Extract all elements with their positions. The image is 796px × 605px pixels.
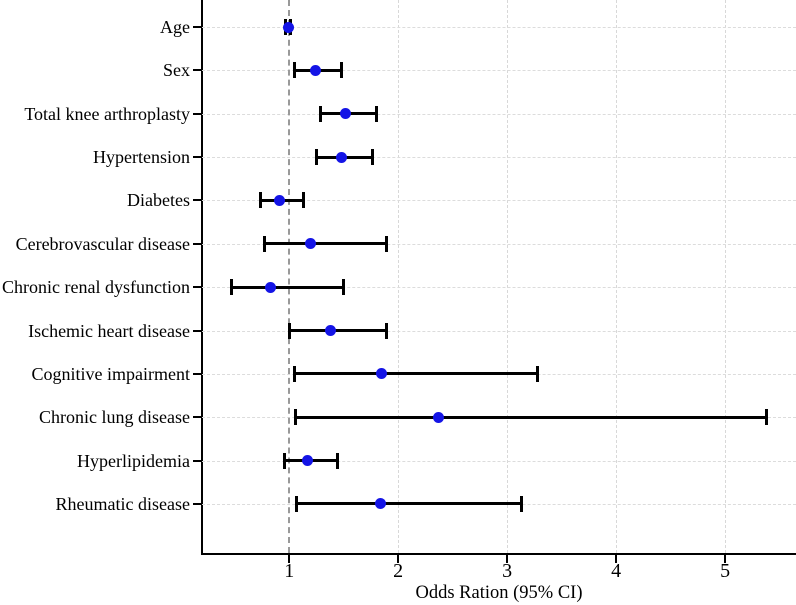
confidence-interval-line — [294, 372, 538, 376]
x-tick-label: 5 — [720, 560, 731, 582]
vertical-gridline — [616, 0, 618, 553]
y-tick-mark — [193, 199, 201, 202]
point-estimate-marker — [336, 151, 347, 163]
vertical-gridline — [507, 0, 509, 553]
confidence-interval-cap-low — [229, 279, 233, 296]
horizontal-gridline — [202, 287, 796, 289]
y-tick-mark — [193, 416, 201, 419]
horizontal-gridline — [202, 157, 796, 159]
point-estimate-marker — [273, 194, 285, 206]
confidence-interval-cap-low — [293, 365, 297, 382]
confidence-interval-cap-low — [259, 192, 263, 209]
point-estimate-marker — [265, 281, 277, 293]
x-tick-label: 4 — [611, 560, 622, 582]
confidence-interval-cap-low — [293, 62, 297, 79]
confidence-interval-line — [295, 415, 767, 419]
reference-line — [288, 0, 291, 553]
x-tick-label: 1 — [284, 560, 295, 582]
x-tick-mark — [724, 553, 727, 563]
confidence-interval-cap-high — [384, 322, 388, 339]
confidence-interval-cap-high — [301, 192, 305, 209]
category-label: Hyperlipidemia — [77, 450, 190, 471]
y-tick-mark — [193, 26, 201, 28]
category-label: Chronic renal dysfunction — [2, 277, 190, 298]
x-axis-line — [201, 553, 796, 555]
category-label: Chronic lung disease — [39, 407, 190, 428]
x-tick-label: 2 — [393, 560, 404, 582]
vertical-gridline — [398, 0, 400, 553]
horizontal-gridline — [202, 70, 796, 72]
confidence-interval-cap-high — [370, 149, 374, 166]
y-tick-mark — [193, 286, 201, 289]
x-axis-title: Odds Ration (95% CI) — [415, 583, 583, 603]
point-estimate-marker — [282, 21, 294, 33]
x-tick-mark — [506, 553, 509, 563]
confidence-interval-cap-high — [340, 62, 343, 79]
point-estimate-marker — [376, 368, 388, 380]
confidence-interval-cap-low — [314, 149, 318, 166]
y-tick-mark — [193, 156, 201, 159]
point-estimate-marker — [309, 64, 321, 76]
y-tick-mark — [193, 329, 201, 332]
confidence-interval-cap-low — [319, 105, 323, 122]
y-tick-mark — [193, 242, 201, 245]
vertical-gridline — [725, 0, 727, 553]
y-tick-mark — [193, 459, 201, 462]
confidence-interval-line — [231, 285, 344, 289]
confidence-interval-cap-low — [283, 452, 287, 469]
category-label: Cognitive impairment — [31, 363, 190, 384]
confidence-interval-cap-low — [294, 409, 298, 426]
y-tick-mark — [193, 112, 201, 115]
confidence-interval-cap-low — [287, 322, 291, 339]
confidence-interval-cap-high — [384, 235, 388, 252]
confidence-interval-line — [289, 329, 387, 333]
confidence-interval-line — [296, 502, 522, 506]
horizontal-gridline — [202, 113, 796, 115]
y-tick-mark — [193, 69, 201, 72]
category-label: Ischemic heart disease — [28, 320, 190, 341]
point-estimate-marker — [302, 455, 314, 467]
confidence-interval-line — [264, 242, 387, 246]
category-label: Age — [160, 17, 190, 37]
confidence-interval-cap-high — [765, 409, 769, 426]
point-estimate-marker — [325, 325, 337, 337]
point-estimate-marker — [375, 498, 387, 510]
x-tick-label: 3 — [502, 560, 513, 582]
x-tick-mark — [615, 553, 618, 563]
x-tick-mark — [288, 553, 291, 563]
category-label: Sex — [163, 60, 190, 81]
confidence-interval-cap-high — [374, 105, 378, 122]
plot-area — [202, 0, 796, 553]
category-label: Hypertension — [93, 147, 190, 168]
y-tick-mark — [193, 502, 201, 505]
point-estimate-marker — [340, 108, 352, 120]
confidence-interval-cap-high — [536, 365, 540, 382]
confidence-interval-cap-low — [262, 235, 266, 252]
y-tick-mark — [193, 372, 201, 375]
confidence-interval-cap-high — [519, 495, 523, 512]
horizontal-gridline — [202, 27, 796, 28]
x-tick-mark — [397, 553, 400, 563]
horizontal-gridline — [202, 200, 796, 202]
confidence-interval-cap-high — [342, 279, 346, 296]
point-estimate-marker — [433, 411, 444, 423]
category-label: Cerebrovascular disease — [15, 233, 190, 254]
category-label: Diabetes — [127, 190, 190, 211]
y-axis-line — [201, 0, 203, 555]
category-label: Rheumatic disease — [55, 493, 190, 514]
point-estimate-marker — [305, 238, 317, 250]
horizontal-gridline — [202, 460, 796, 462]
confidence-interval-cap-high — [335, 452, 339, 469]
confidence-interval-cap-low — [295, 495, 299, 512]
horizontal-gridline — [202, 330, 796, 332]
category-label: Total knee arthroplasty — [24, 103, 190, 124]
horizontal-gridline — [202, 243, 796, 245]
